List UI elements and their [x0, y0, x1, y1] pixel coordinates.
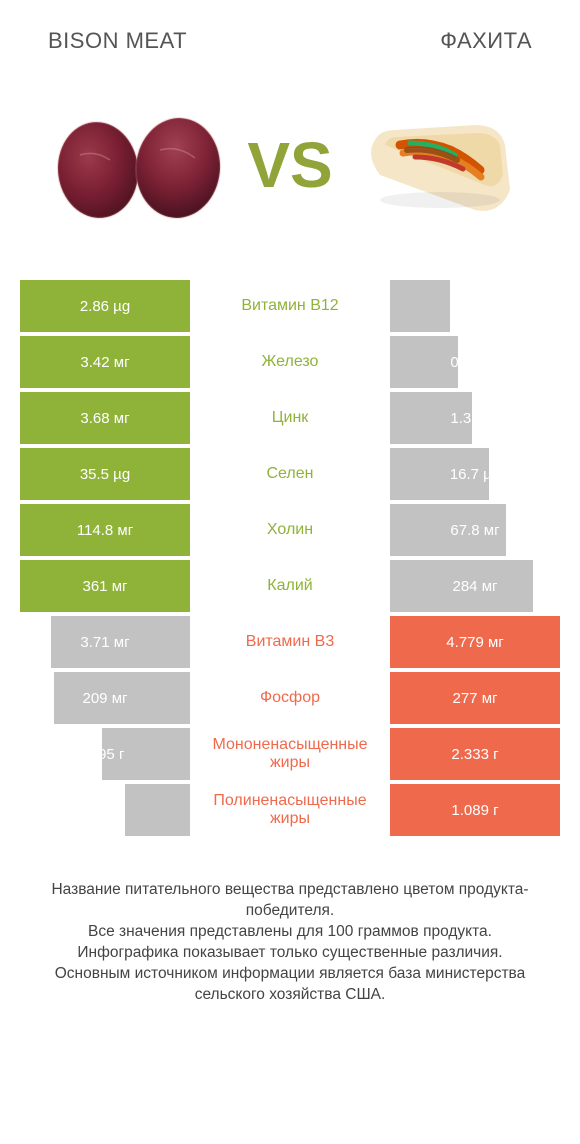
table-row: 0.95 г Мононенасыщенные жиры 2.333 г [20, 728, 560, 780]
left-cell: 3.68 мг [20, 392, 190, 444]
nutrient-cell: Цинк [190, 392, 390, 444]
vs-label: VS [247, 128, 332, 202]
nutrient-cell: Витамин B12 [190, 280, 390, 332]
nutrient-label: Селен [267, 465, 314, 483]
nutrient-label: Железо [262, 353, 319, 371]
comparison-table: 2.86 µg Витамин B12 0.54 µg 3.42 мг Железо 0.… [20, 280, 560, 840]
nutrient-label: Витамин B3 [246, 633, 334, 651]
nutrient-cell: Калий [190, 560, 390, 612]
left-cell: 361 мг [20, 560, 190, 612]
nutrient-label: Калий [267, 577, 312, 595]
bison-meat-image [40, 85, 240, 245]
footer-line: Все значения представлены для 100 граммо… [20, 922, 560, 943]
right-cell: 1.37 мг [390, 392, 560, 444]
nutrient-label: Полиненасыщенные жиры [194, 792, 386, 827]
table-row: 2.86 µg Витамин B12 0.54 µg [20, 280, 560, 332]
left-cell: 209 мг [20, 672, 190, 724]
left-value: 361 мг [83, 578, 128, 595]
right-cell: 67.8 мг [390, 504, 560, 556]
right-value: 0.99 мг [450, 354, 499, 371]
left-cell: 114.8 мг [20, 504, 190, 556]
right-cell: 284 мг [390, 560, 560, 612]
right-cell: 0.99 мг [390, 336, 560, 388]
left-cell: 0.95 г [20, 728, 190, 780]
table-row: 3.42 мг Железо 0.99 мг [20, 336, 560, 388]
left-value: 114.8 мг [77, 522, 133, 539]
right-value: 16.7 µg [450, 466, 500, 483]
left-value: 35.5 µg [80, 466, 130, 483]
table-row: 3.71 мг Витамин B3 4.779 мг [20, 616, 560, 668]
nutrient-cell: Полиненасыщенные жиры [190, 784, 390, 836]
right-cell: 4.779 мг [390, 616, 560, 668]
right-value: 277 мг [453, 690, 498, 707]
right-value: 284 мг [453, 578, 498, 595]
left-value: 2.86 µg [80, 298, 130, 315]
left-cell: 3.71 мг [20, 616, 190, 668]
table-row: 0.24 г Полиненасыщенные жиры 1.089 г [20, 784, 560, 836]
left-value: 209 мг [83, 690, 128, 707]
nutrient-cell: Железо [190, 336, 390, 388]
left-product-title: BISON MEAT [48, 28, 187, 54]
right-value: 4.779 мг [446, 634, 504, 651]
table-row: 361 мг Калий 284 мг [20, 560, 560, 612]
right-value: 1.37 мг [450, 410, 499, 427]
right-cell: 0.54 µg [390, 280, 560, 332]
nutrient-label: Фосфор [260, 689, 320, 707]
right-value: 2.333 г [451, 746, 498, 763]
right-bar [390, 336, 458, 388]
right-cell: 277 мг [390, 672, 560, 724]
right-value: 0.54 µg [450, 298, 500, 315]
left-value: 3.42 мг [80, 354, 129, 371]
nutrient-cell: Фосфор [190, 672, 390, 724]
right-product-title: ФАХИТА [440, 28, 532, 54]
nutrient-cell: Селен [190, 448, 390, 500]
left-value: 0.95 г [86, 746, 125, 763]
right-cell: 2.333 г [390, 728, 560, 780]
left-cell: 0.24 г [20, 784, 190, 836]
table-row: 35.5 µg Селен 16.7 µg [20, 448, 560, 500]
left-value: 3.68 мг [80, 410, 129, 427]
nutrient-cell: Витамин B3 [190, 616, 390, 668]
left-value: 0.24 г [86, 802, 125, 819]
hero-section: VS [0, 70, 580, 280]
nutrient-label: Холин [267, 521, 313, 539]
left-cell: 3.42 мг [20, 336, 190, 388]
footer-notes: Название питательного вещества представл… [0, 840, 580, 1026]
nutrient-label: Витамин B12 [241, 297, 338, 315]
footer-line: Основным источником информации является … [20, 964, 560, 1006]
nutrient-label: Цинк [272, 409, 309, 427]
left-value: 3.71 мг [80, 634, 129, 651]
right-cell: 16.7 µg [390, 448, 560, 500]
header: BISON MEAT ФАХИТА [0, 0, 580, 70]
footer-line: Название питательного вещества представл… [20, 880, 560, 922]
footer-line: Инфографика показывает только существенн… [20, 943, 560, 964]
right-value: 1.089 г [451, 802, 498, 819]
right-value: 67.8 мг [450, 522, 499, 539]
nutrient-cell: Мононенасыщенные жиры [190, 728, 390, 780]
nutrient-label: Мононенасыщенные жиры [194, 736, 386, 771]
table-row: 3.68 мг Цинк 1.37 мг [20, 392, 560, 444]
left-cell: 2.86 µg [20, 280, 190, 332]
right-bar [390, 280, 450, 332]
table-row: 114.8 мг Холин 67.8 мг [20, 504, 560, 556]
left-bar [125, 784, 190, 836]
fajita-image [340, 85, 540, 245]
left-cell: 35.5 µg [20, 448, 190, 500]
nutrient-cell: Холин [190, 504, 390, 556]
table-row: 209 мг Фосфор 277 мг [20, 672, 560, 724]
right-cell: 1.089 г [390, 784, 560, 836]
